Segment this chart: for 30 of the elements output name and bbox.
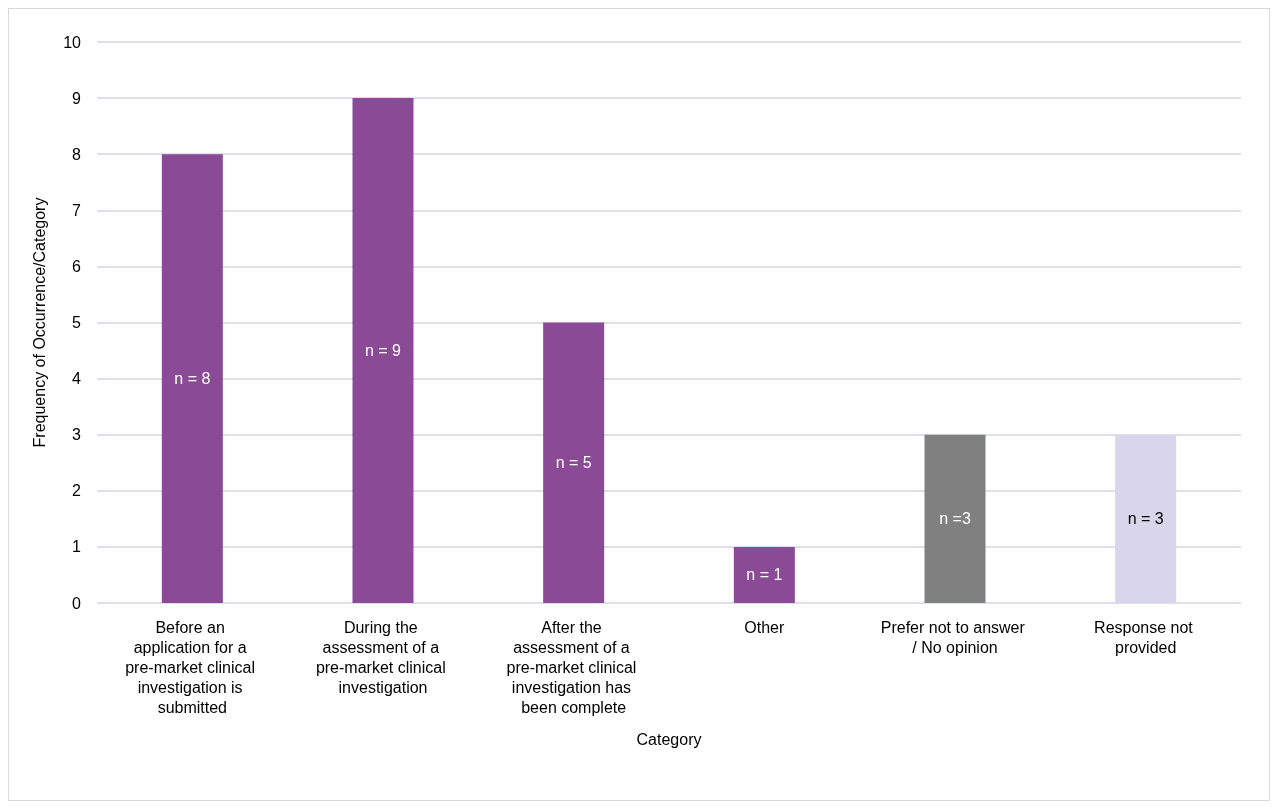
- bar: [543, 322, 605, 603]
- x-tick-label: Prefer not to answer / No opinion: [880, 618, 1030, 656]
- y-tick-label: 4: [72, 370, 82, 388]
- y-tick-label: 10: [63, 33, 82, 51]
- data-label: n = 1: [746, 566, 783, 584]
- data-label: n = 8: [174, 370, 211, 388]
- bar: [352, 98, 414, 603]
- x-tick-label: Response not provided: [1094, 618, 1198, 656]
- y-tick-label: 0: [72, 594, 82, 612]
- x-tick-label: After the assessment of a pre-market clinical investigation has been complete: [506, 618, 641, 716]
- y-tick-label: 9: [72, 89, 82, 107]
- y-tick-label: 3: [72, 426, 82, 444]
- data-label: n = 5: [555, 454, 592, 472]
- data-label: n = 3: [1127, 510, 1164, 528]
- y-tick-label: 2: [72, 482, 82, 500]
- y-tick-label: 8: [72, 145, 82, 163]
- bar: [733, 546, 795, 603]
- data-label: n = 9: [364, 342, 402, 360]
- bar: [924, 434, 986, 603]
- data-label: n =3: [939, 510, 971, 528]
- x-tick-label: During the assessment of a pre-market clinical investigation: [315, 618, 451, 696]
- y-axis-title: Frequency of Occurrence/Category: [30, 197, 48, 448]
- x-axis-title: Category: [636, 730, 702, 748]
- y-tick-label: 7: [72, 201, 82, 219]
- x-tick-label: Other: [744, 618, 786, 636]
- y-tick-label: 6: [72, 257, 82, 275]
- y-tick-label: 1: [72, 538, 82, 556]
- x-tick-label: Before an application for a pre-market clinical investigation is submitted: [125, 618, 260, 716]
- bar: [161, 154, 223, 603]
- y-tick-label: 5: [72, 314, 82, 331]
